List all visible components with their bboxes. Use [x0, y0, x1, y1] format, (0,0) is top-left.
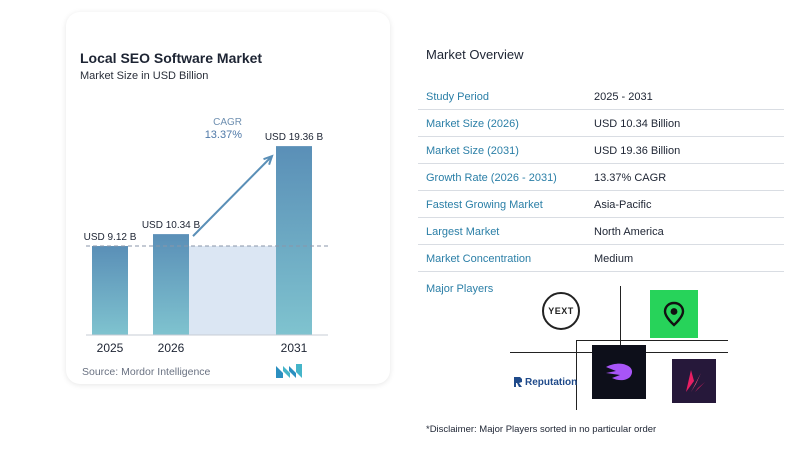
- reputation-logo: Reputation: [514, 374, 577, 390]
- row-value: 2025 - 2031: [594, 91, 653, 103]
- value-label-2026: USD 10.34 B: [142, 220, 201, 231]
- disclaimer: *Disclaimer: Major Players sorted in no …: [426, 424, 657, 435]
- overview-title: Market Overview: [426, 47, 524, 62]
- cagr-arrow-line: [192, 155, 273, 237]
- x-tick-2031: 2031: [281, 341, 308, 355]
- grid-line: [576, 340, 728, 341]
- row-label: Largest Market: [426, 226, 500, 238]
- major-players-title: Major Players: [426, 283, 494, 295]
- map-pin-logo: [650, 290, 698, 338]
- mordor-logo-icon: [276, 364, 302, 378]
- overview-row: Market Concentration Medium: [418, 246, 784, 272]
- cagr-value: 13.37%: [205, 129, 243, 141]
- cagr-label: CAGR: [213, 117, 242, 128]
- overview-row: Market Size (2031) USD 19.36 Billion: [418, 138, 784, 164]
- grid-line: [576, 340, 577, 410]
- row-label: Market Size (2031): [426, 145, 519, 157]
- bar-2031: [276, 146, 312, 335]
- row-value: North America: [594, 226, 664, 238]
- reputation-mark-icon: [514, 377, 522, 387]
- yext-logo: YEXT: [542, 292, 580, 330]
- x-tick-2026: 2026: [158, 341, 185, 355]
- yext-logo-text: YEXT: [548, 306, 574, 316]
- map-pin-icon: [663, 301, 685, 327]
- overview-row: Study Period 2025 - 2031: [418, 84, 784, 110]
- chart-card: Local SEO Software Market Market Size in…: [66, 12, 390, 384]
- comet-logo: [592, 345, 646, 399]
- row-value: USD 10.34 Billion: [594, 118, 681, 130]
- bar-2026: [153, 234, 189, 335]
- burst-icon: [686, 370, 705, 392]
- row-label: Fastest Growing Market: [426, 199, 543, 211]
- value-label-2031: USD 19.36 B: [265, 132, 324, 143]
- bar-chart: USD 9.12 B 2025 USD 10.34 B 2026 USD 19.36 B…: [84, 117, 328, 355]
- burst-logo: [672, 359, 716, 403]
- row-label: Market Size (2026): [426, 118, 519, 130]
- overview-row: Market Size (2026) USD 10.34 Billion: [418, 111, 784, 137]
- overview-row: Fastest Growing Market Asia-Pacific: [418, 192, 784, 218]
- row-value: Medium: [594, 253, 634, 265]
- reputation-logo-text: Reputation: [525, 376, 578, 388]
- chart-title: Local SEO Software Market: [80, 50, 263, 66]
- source-note: Source: Mordor Intelligence: [82, 366, 211, 378]
- row-value: 13.37% CAGR: [594, 172, 667, 184]
- x-tick-2025: 2025: [97, 341, 124, 355]
- row-label: Market Concentration: [426, 253, 532, 265]
- grid-line: [620, 286, 621, 352]
- row-value: Asia-Pacific: [594, 199, 652, 211]
- chart-subtitle: Market Size in USD Billion: [80, 70, 209, 82]
- comet-icon: [606, 363, 633, 381]
- row-label: Growth Rate (2026 - 2031): [426, 172, 557, 184]
- row-value: USD 19.36 Billion: [594, 145, 681, 157]
- overview-row: Largest Market North America: [418, 219, 784, 245]
- bar-2025: [92, 246, 128, 335]
- overview-row: Growth Rate (2026 - 2031) 13.37% CAGR: [418, 165, 784, 191]
- value-label-2025: USD 9.12 B: [84, 232, 137, 243]
- row-label: Study Period: [426, 91, 489, 103]
- cagr-arrow-head: [263, 154, 274, 165]
